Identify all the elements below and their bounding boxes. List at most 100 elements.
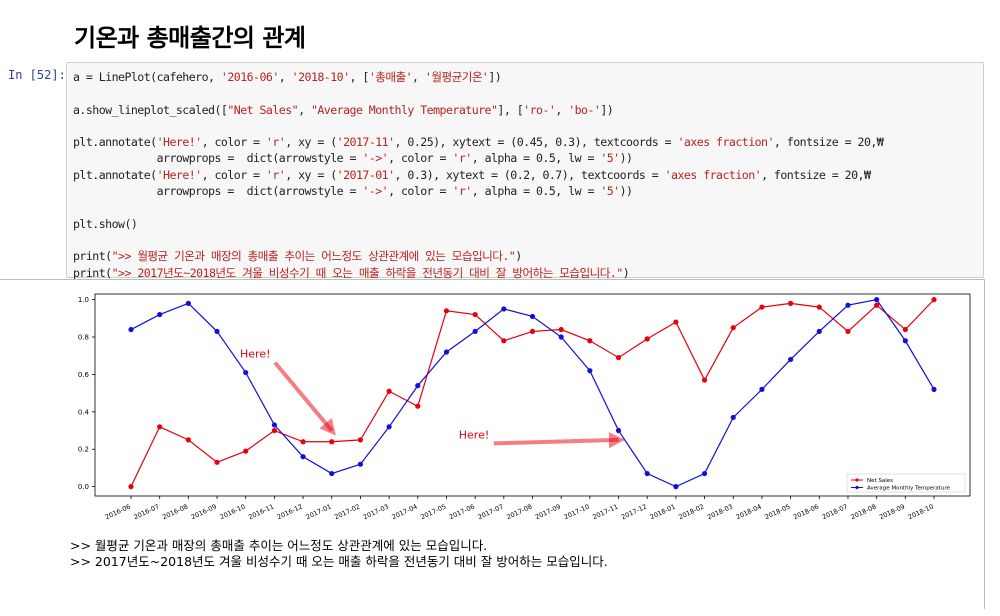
data-point: [874, 297, 880, 303]
print-output: >> 월평균 기온과 매장의 총매출 추이는 어느정도 상관관계에 있는 모습입…: [70, 538, 608, 570]
data-point: [300, 439, 306, 445]
data-point: [157, 311, 163, 318]
x-tick-label: 2018-05: [763, 503, 791, 522]
data-point: [673, 319, 679, 325]
cell-prompt: In [52]:: [8, 68, 66, 82]
x-tick-label: 2017-08: [505, 503, 533, 522]
x-tick-label: 2017-01: [305, 503, 333, 522]
data-point: [615, 354, 622, 361]
data-point: [673, 484, 679, 490]
data-point: [443, 349, 450, 355]
x-tick-label: 2016-06: [104, 503, 132, 522]
data-point: [357, 461, 364, 467]
x-tick-label: 2017-11: [591, 503, 619, 522]
data-point: [128, 326, 134, 333]
x-tick-label: 2018-08: [849, 503, 877, 522]
x-tick-label: 2016-10: [219, 503, 247, 522]
data-point: [415, 383, 421, 389]
data-point: [501, 338, 507, 344]
code-line: [73, 232, 883, 248]
data-point: [615, 427, 622, 434]
code-line: a = LinePlot(cafehero, '2016-06', '2018-…: [73, 70, 502, 84]
x-tick-label: 2018-10: [907, 503, 935, 522]
legend-label: Net Sales: [867, 478, 893, 484]
x-tick-label: 2018-09: [878, 503, 906, 522]
cell-output: 0.0 0.2 0.4 0.6 0.8 1.0 2016-06 2016-07 2016-08 2…: [0, 279, 985, 609]
data-point: [931, 386, 937, 392]
data-point: [271, 427, 277, 434]
legend-box: [846, 473, 966, 493]
x-tick-label: 2016-07: [133, 503, 161, 522]
data-point: [816, 328, 822, 335]
data-point: [472, 328, 478, 335]
x-tick-label: 2016-11: [247, 503, 275, 522]
data-point: [759, 386, 765, 392]
data-point: [329, 470, 335, 477]
x-tick-label: 2016-08: [161, 503, 189, 522]
data-point: [558, 334, 564, 340]
x-tick-label: 2017-02: [333, 503, 361, 522]
data-point: [730, 325, 736, 331]
y-tick-label: 0.0: [78, 483, 89, 491]
x-tick-label: 2018-07: [821, 503, 849, 522]
x-tick-label: 2016-09: [190, 503, 218, 522]
data-point: [845, 328, 851, 335]
data-point: [357, 437, 364, 443]
x-tick-label: 2017-05: [419, 503, 447, 522]
data-point: [816, 304, 822, 310]
x-tick-label: 2017-03: [362, 503, 390, 522]
data-point: [587, 368, 593, 374]
y-tick-label: 0.8: [78, 334, 89, 342]
data-point: [788, 300, 794, 306]
x-tick-label: 2018-01: [649, 503, 677, 522]
data-point: [529, 328, 536, 335]
data-point: [874, 302, 880, 308]
data-point: [243, 448, 249, 454]
x-tick-label: 2017-12: [620, 503, 648, 522]
x-tick-label: 2016-12: [276, 503, 304, 522]
data-point: [185, 300, 191, 306]
x-tick-label: 2018-06: [792, 503, 820, 522]
data-point: [472, 311, 478, 318]
code-cell-input[interactable]: a = LinePlot(cafehero, '2016-06', '2018-…: [66, 62, 984, 281]
code-editor[interactable]: a = LinePlot(cafehero, '2016-06', '2018-…: [73, 69, 884, 281]
data-point: [128, 484, 134, 490]
annotation-arrow: [273, 361, 336, 436]
x-tick-label: 2017-09: [534, 503, 562, 522]
data-point: [185, 437, 191, 443]
code-line: plt.annotate('Here!', color = 'r', xy = …: [73, 135, 884, 150]
data-point: [558, 326, 564, 333]
code-line: print(">> 2017년도~2018년도 겨울 비성수기 때 오는 매출 …: [73, 265, 630, 280]
code-line: print(">> 월평균 기온과 매장의 총매출 추이는 어느정도 상관관계에…: [73, 249, 522, 264]
legend-marker: [855, 485, 859, 490]
code-line: [73, 199, 883, 215]
data-point: [329, 439, 335, 445]
data-point: [271, 422, 277, 428]
annotation-arrow: [493, 432, 625, 449]
code-line: a.show_lineplot_scaled(["Net Sales", "Av…: [73, 102, 614, 117]
data-point: [415, 403, 421, 409]
data-point: [788, 356, 794, 363]
x-tick-label: 2018-04: [735, 503, 763, 522]
code-line: plt.annotate('Here!', color = 'r', xy = …: [73, 167, 871, 182]
x-tick-label: 2018-02: [677, 503, 705, 522]
annotation-label: Here!: [459, 428, 490, 441]
code-line: plt.show(): [73, 216, 138, 231]
legend-label: Average Monthly Temperature: [867, 486, 951, 492]
code-line: [73, 85, 883, 101]
series-line: [130, 298, 935, 488]
y-tick-label: 0.2: [78, 446, 89, 454]
output-line: >> 2017년도~2018년도 겨울 비성수기 때 오는 매출 하락을 전년동…: [70, 554, 608, 569]
data-point: [300, 454, 306, 460]
data-point: [443, 308, 450, 314]
data-point: [701, 377, 708, 383]
annotation-label: Here!: [240, 348, 271, 361]
data-point: [529, 313, 536, 320]
x-tick-label: 2018-03: [706, 503, 734, 522]
data-point: [644, 336, 650, 342]
x-tick-label: 2017-07: [477, 503, 505, 522]
data-point: [501, 306, 507, 312]
notebook-heading: 기온과 총매출간의 관계: [74, 24, 306, 52]
data-point: [644, 470, 650, 477]
